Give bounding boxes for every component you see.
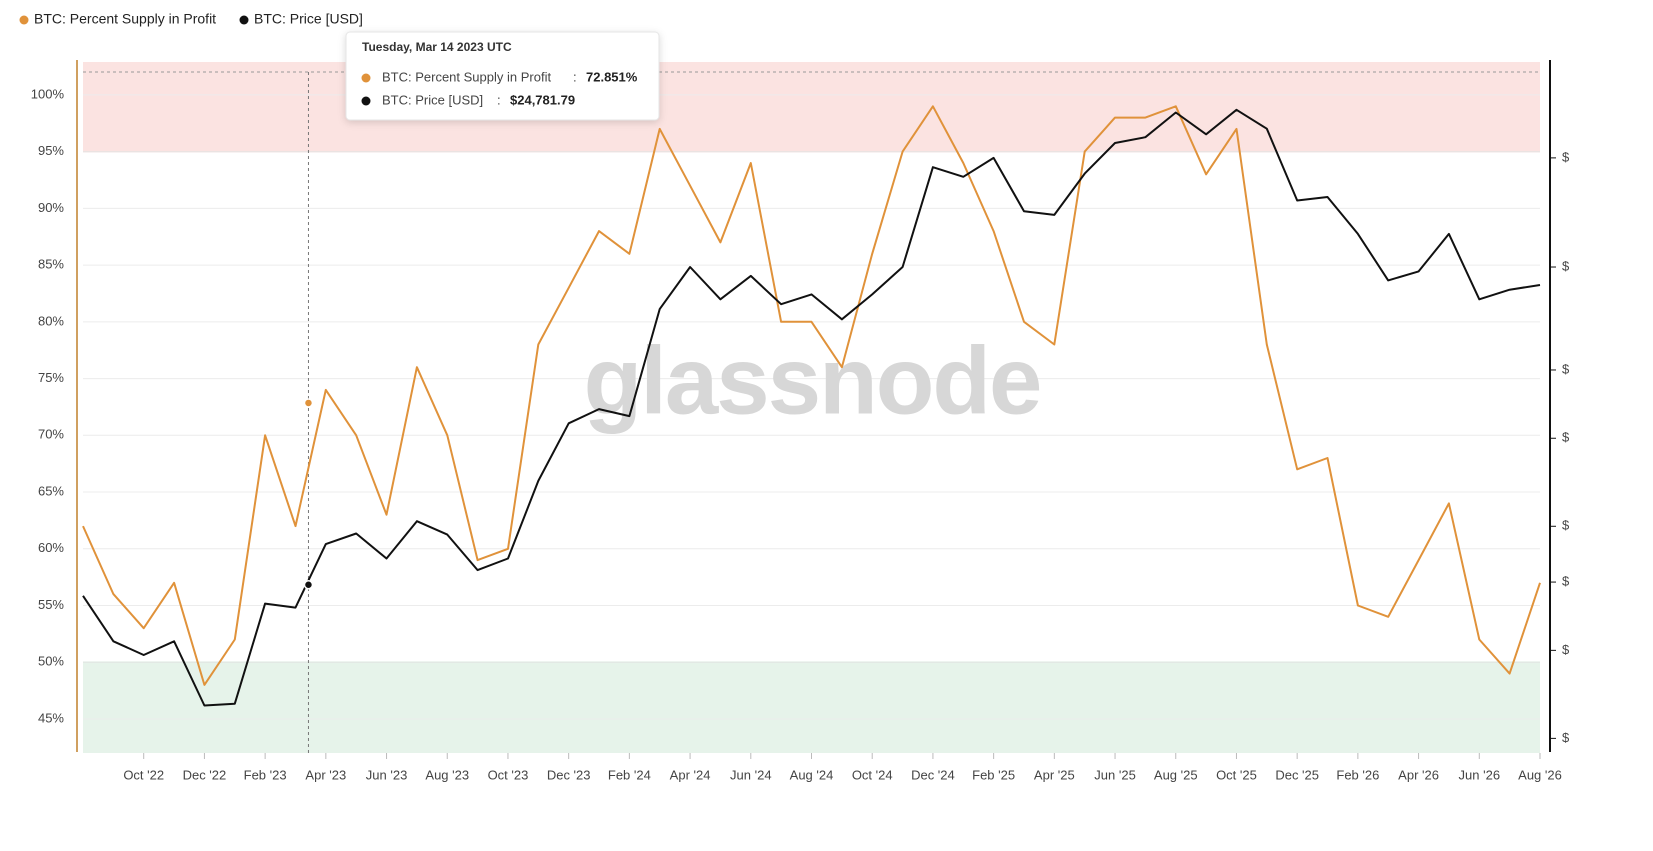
x-tick-label: Jun '25	[1094, 767, 1136, 782]
y-tick-label: 75%	[38, 370, 64, 385]
x-tick-label: Dec '25	[1275, 767, 1319, 782]
x-tick-label: Aug '23	[425, 767, 469, 782]
tooltip-swatch	[361, 73, 371, 83]
legend-swatch	[19, 15, 29, 25]
watermark: glassnode	[584, 327, 1041, 434]
y-tick-label: 85%	[38, 257, 64, 272]
hover-point	[303, 398, 314, 408]
legend-label: BTC: Price [USD]	[254, 11, 363, 27]
plot-lines	[82, 72, 1541, 753]
y2-tick-label: $	[1562, 518, 1570, 533]
tooltip-value: $24,781.79	[510, 92, 575, 107]
x-tick-label: Oct '22	[123, 767, 164, 782]
tooltip-colon: :	[573, 69, 577, 84]
tooltip-colon: :	[497, 92, 501, 107]
tooltip: Tuesday, Mar 14 2023 UTC BTC: Percent Su…	[345, 31, 660, 121]
tooltip-name: BTC: Price [USD]	[382, 92, 483, 107]
y2-tick-label: $	[1562, 361, 1570, 376]
y-tick-label: 100%	[31, 86, 65, 101]
series-line	[82, 105, 1541, 686]
y2-tick-label: $	[1562, 149, 1570, 164]
y-tick-label: 50%	[38, 654, 64, 669]
x-tick-label: Aug '25	[1154, 767, 1198, 782]
band	[83, 662, 1540, 753]
x-tick-label: Apr '25	[1034, 767, 1075, 782]
x-tick-label: Jun '23	[366, 767, 408, 782]
tooltip-swatch	[361, 96, 371, 106]
x-tick-label: Apr '24	[670, 767, 711, 782]
x-tick-label: Feb '23	[244, 767, 287, 782]
legend-label: BTC: Percent Supply in Profit	[34, 11, 216, 27]
x-tick-label: Jun '24	[730, 767, 772, 782]
tooltip-value: 72.851%	[586, 69, 638, 84]
plot-background	[83, 62, 1540, 753]
y-tick-label: 90%	[38, 200, 64, 215]
x-tick-label: Apr '23	[305, 767, 346, 782]
y2-tick-label: $	[1562, 642, 1570, 657]
x-tick-label: Oct '23	[488, 767, 529, 782]
y-tick-label: 70%	[38, 427, 64, 442]
x-tick-label: Aug '24	[790, 767, 834, 782]
x-tick-label: Feb '25	[972, 767, 1015, 782]
x-tick-label: Aug '26	[1518, 767, 1562, 782]
x-tick-label: Dec '22	[183, 767, 227, 782]
y2-tick-label: $	[1562, 430, 1570, 445]
y-tick-label: 60%	[38, 540, 64, 555]
tooltip-title: Tuesday, Mar 14 2023 UTC	[362, 40, 512, 54]
tooltip-box	[345, 31, 660, 121]
y-tick-label: 55%	[38, 597, 64, 612]
band	[83, 62, 1540, 152]
y-tick-label: 65%	[38, 483, 64, 498]
y-tick-label: 95%	[38, 143, 64, 158]
y2-tick-label: $	[1562, 258, 1570, 273]
x-tick-label: Oct '24	[852, 767, 893, 782]
x-tick-label: Jun '26	[1459, 767, 1501, 782]
legend-swatch	[239, 15, 249, 25]
x-tick-label: Feb '24	[608, 767, 651, 782]
x-tick-label: Dec '23	[547, 767, 591, 782]
y-tick-label: 80%	[38, 313, 64, 328]
y-tick-label: 45%	[38, 710, 64, 725]
x-tick-label: Oct '25	[1216, 767, 1257, 782]
x-tick-label: Dec '24	[911, 767, 955, 782]
hover-point	[303, 580, 314, 590]
series-line	[82, 108, 1541, 707]
y2-tick-label: $	[1562, 574, 1570, 589]
x-tick-label: Feb '26	[1336, 767, 1379, 782]
y2-tick-label: $	[1562, 730, 1570, 745]
tooltip-name: BTC: Percent Supply in Profit	[382, 69, 551, 84]
x-tick-label: Apr '26	[1398, 767, 1439, 782]
